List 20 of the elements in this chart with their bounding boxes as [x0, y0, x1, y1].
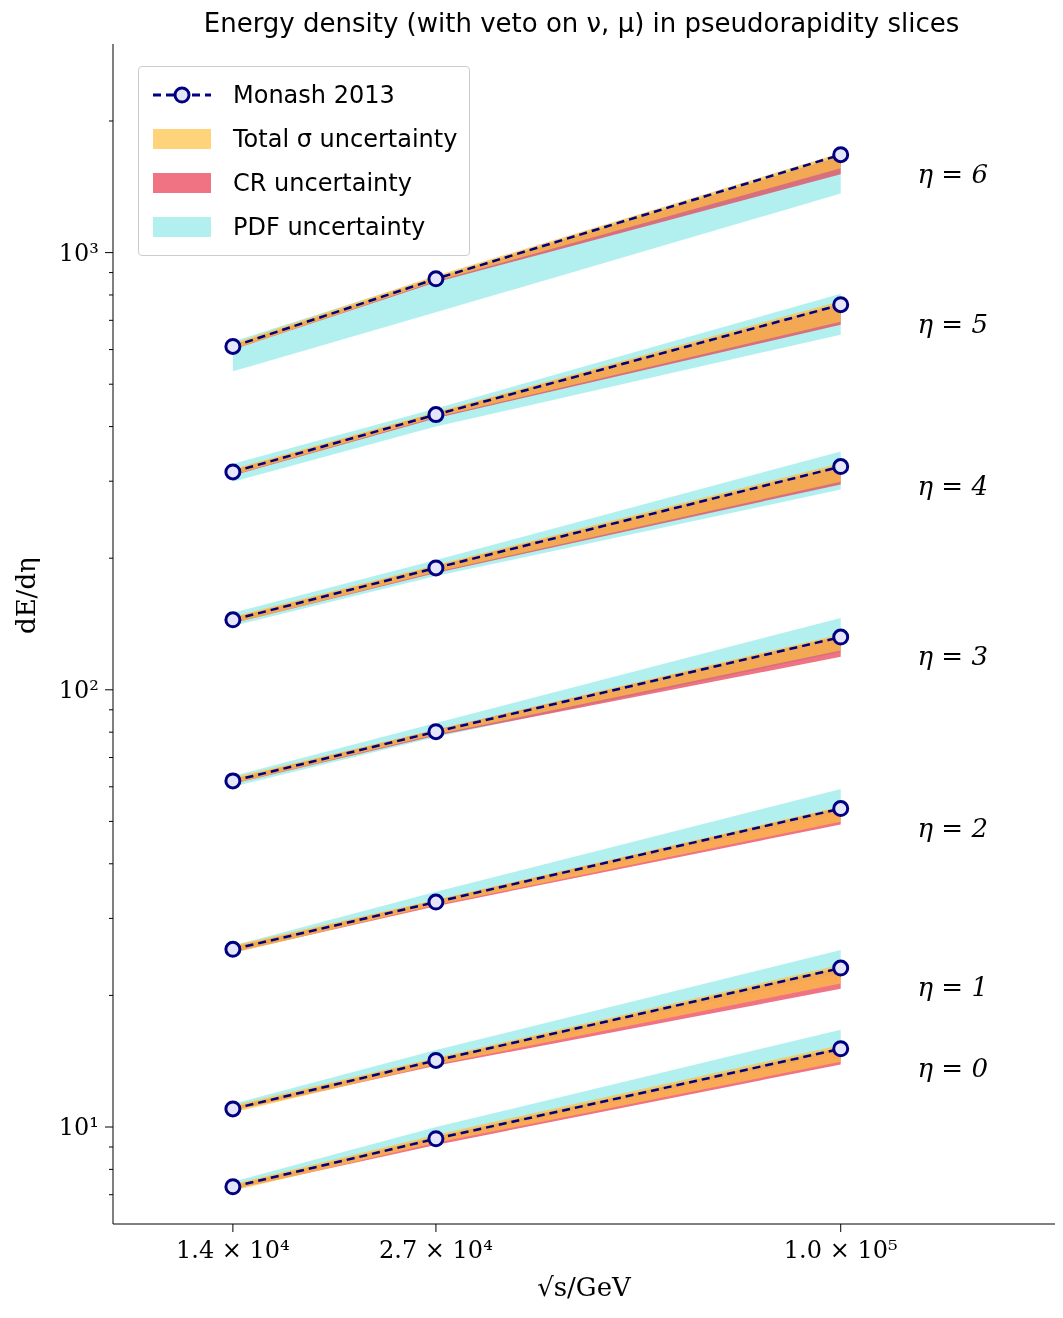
x-tick-label: 2.7 × 10⁴ — [379, 1236, 493, 1264]
y-tick-label: 10² — [58, 675, 99, 704]
annotation: η = 0 — [917, 1052, 988, 1083]
chart-title: Energy density (with veto on ν, μ) in pseudorapidity slices — [202, 8, 961, 40]
x-tick-label: 1.0 × 10⁵ — [783, 1236, 898, 1264]
annotation: η = 6 — [917, 158, 988, 189]
annotation: η = 4 — [917, 470, 988, 501]
legend-label: CR uncertainty — [233, 169, 412, 197]
annotation: η = 5 — [917, 308, 988, 339]
annotation: η = 3 — [917, 641, 988, 672]
x-axis-title: √s/GeV — [537, 1272, 633, 1302]
y-tick-label: 10³ — [58, 238, 99, 267]
legend-label: Monash 2013 — [233, 81, 395, 109]
x-tick-label: 1.4 × 10⁴ — [176, 1236, 290, 1264]
y-axis-title: dE/dη — [11, 557, 42, 634]
legend-label: Total σ uncertainty — [233, 125, 458, 153]
annotation: η = 1 — [917, 972, 988, 1003]
annotation: η = 2 — [917, 812, 988, 843]
y-tick-label: 10¹ — [58, 1113, 99, 1142]
legend-label: PDF uncertainty — [233, 213, 426, 241]
